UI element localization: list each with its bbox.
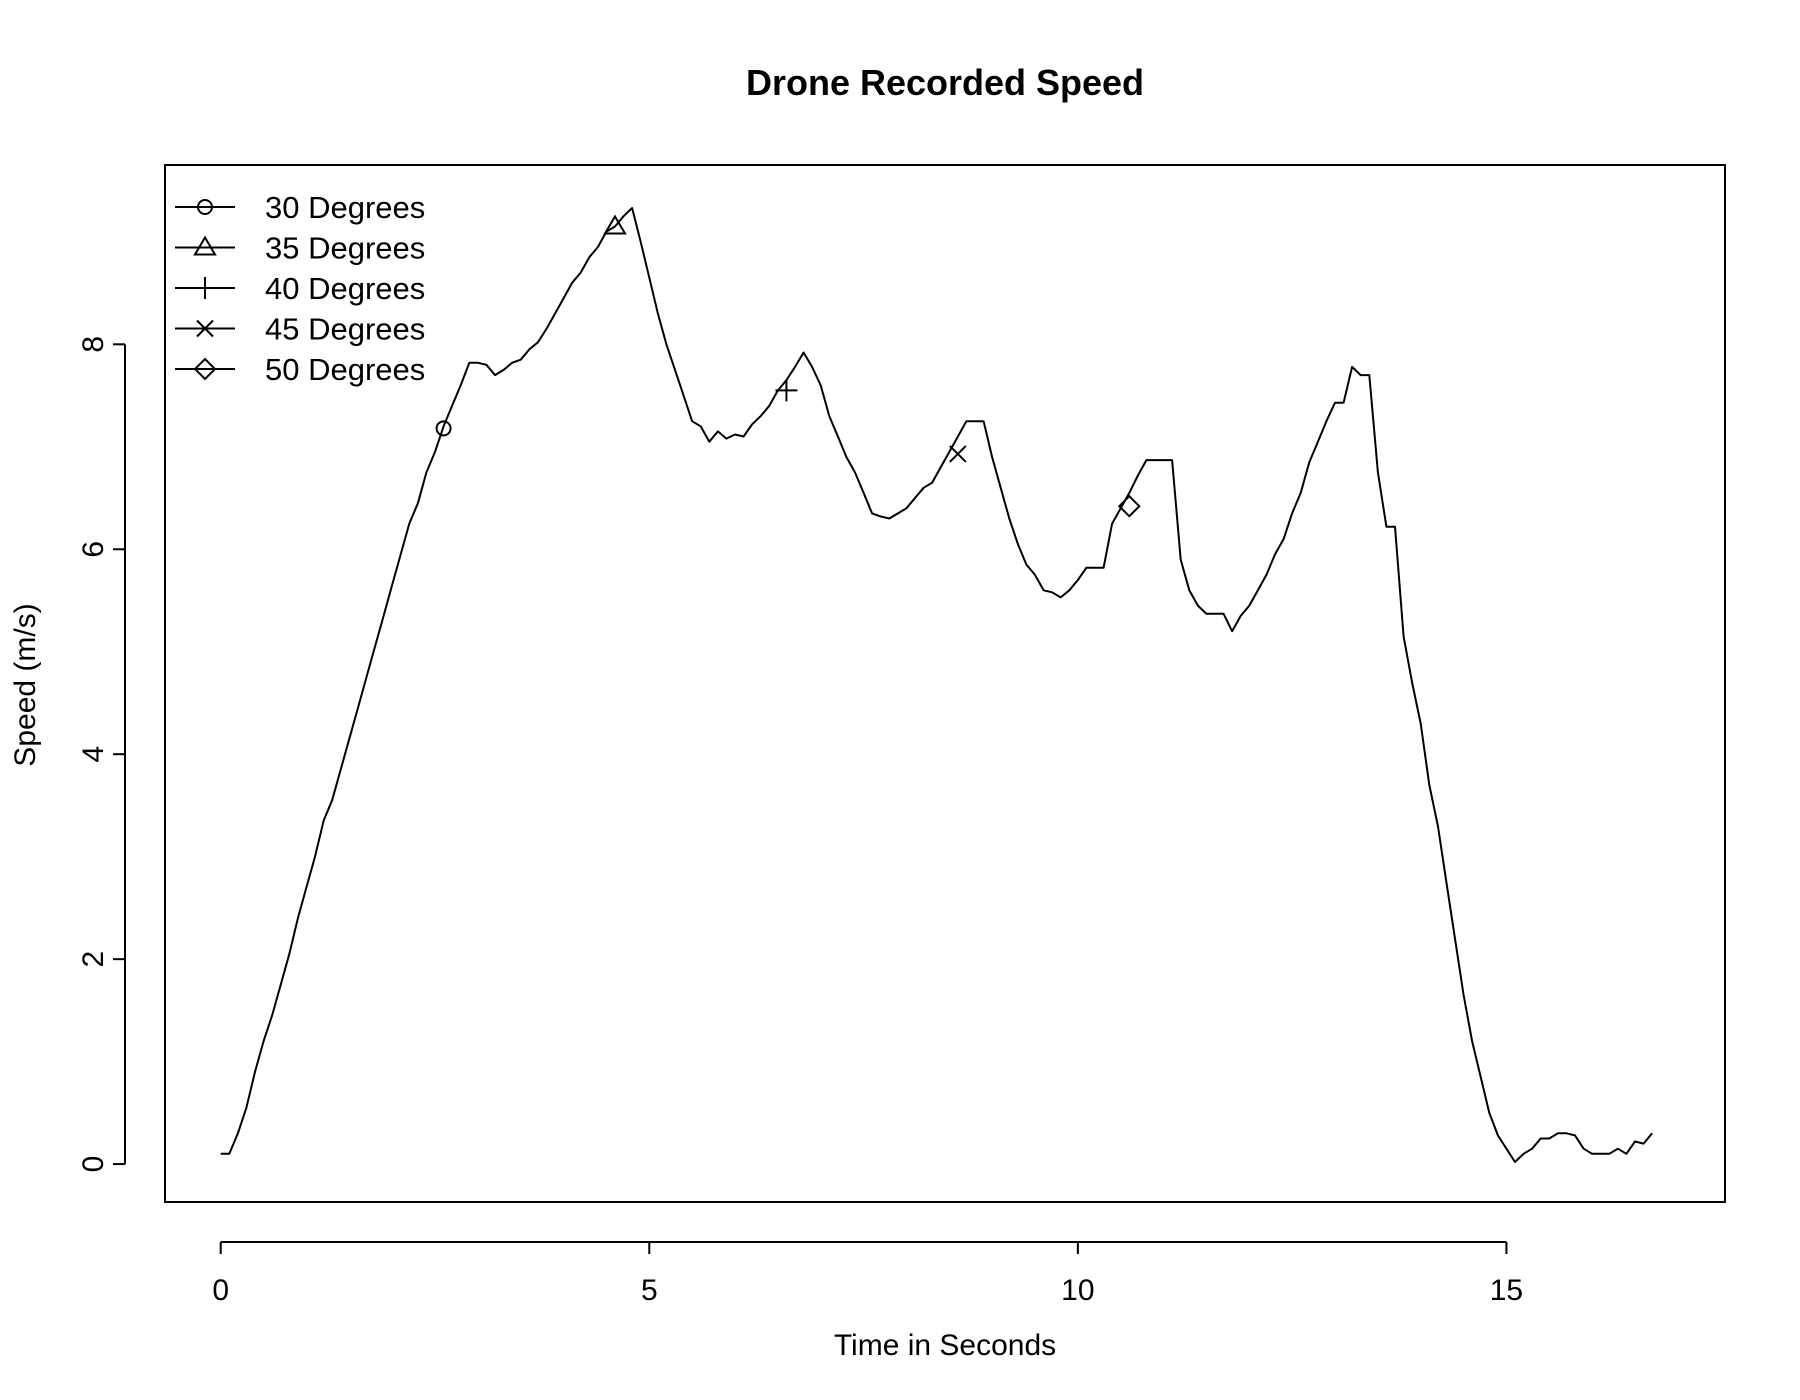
marker-plus xyxy=(775,379,798,402)
legend-symbol-diamond xyxy=(193,357,217,381)
x-tick-label: 5 xyxy=(641,1274,658,1307)
legend-item: 50 Degrees xyxy=(175,352,425,387)
legend-symbol-plus xyxy=(194,277,216,299)
marker-cross xyxy=(949,445,967,463)
legend-label: 30 Degrees xyxy=(265,190,425,225)
legend-label: 45 Degrees xyxy=(265,312,425,347)
x-axis-label: Time in Seconds xyxy=(834,1329,1056,1362)
y-axis: 0 2 4 6 8 xyxy=(77,336,126,1173)
x-tick-label: 15 xyxy=(1490,1274,1523,1307)
legend-item: 45 Degrees xyxy=(175,312,425,347)
series-line xyxy=(220,207,1653,1163)
y-tick-label: 0 xyxy=(77,1156,110,1173)
legend-symbol-cross xyxy=(196,319,214,338)
legend-label: 50 Degrees xyxy=(265,352,425,387)
series-layer xyxy=(220,207,1653,1163)
y-tick-label: 8 xyxy=(77,336,110,353)
legend-symbol-circle xyxy=(197,199,213,215)
legend: 30 Degrees 35 Degrees 40 Degrees 45 Degrees… xyxy=(175,190,425,387)
y-axis-label: Speed (m/s) xyxy=(9,603,42,766)
legend-item: 35 Degrees xyxy=(175,231,425,266)
legend-label: 40 Degrees xyxy=(265,271,425,306)
marker-diamond xyxy=(1117,494,1141,518)
marker-triangle xyxy=(603,214,627,235)
chart-title: Drone Recorded Speed xyxy=(746,62,1144,103)
marker-circle xyxy=(435,420,452,437)
x-tick-label: 0 xyxy=(212,1274,229,1307)
legend-item: 30 Degrees xyxy=(175,190,425,225)
x-tick-label: 10 xyxy=(1061,1274,1094,1307)
legend-label: 35 Degrees xyxy=(265,231,425,266)
legend-item: 40 Degrees xyxy=(175,271,425,306)
x-axis: 0 5 10 15 xyxy=(212,1241,1523,1307)
legend-symbol-triangle xyxy=(193,235,217,256)
y-tick-label: 6 xyxy=(77,541,110,558)
marker-layer xyxy=(435,214,1141,518)
y-tick-label: 2 xyxy=(77,951,110,968)
plot-frame xyxy=(164,164,1726,1203)
y-tick-label: 4 xyxy=(77,746,110,763)
